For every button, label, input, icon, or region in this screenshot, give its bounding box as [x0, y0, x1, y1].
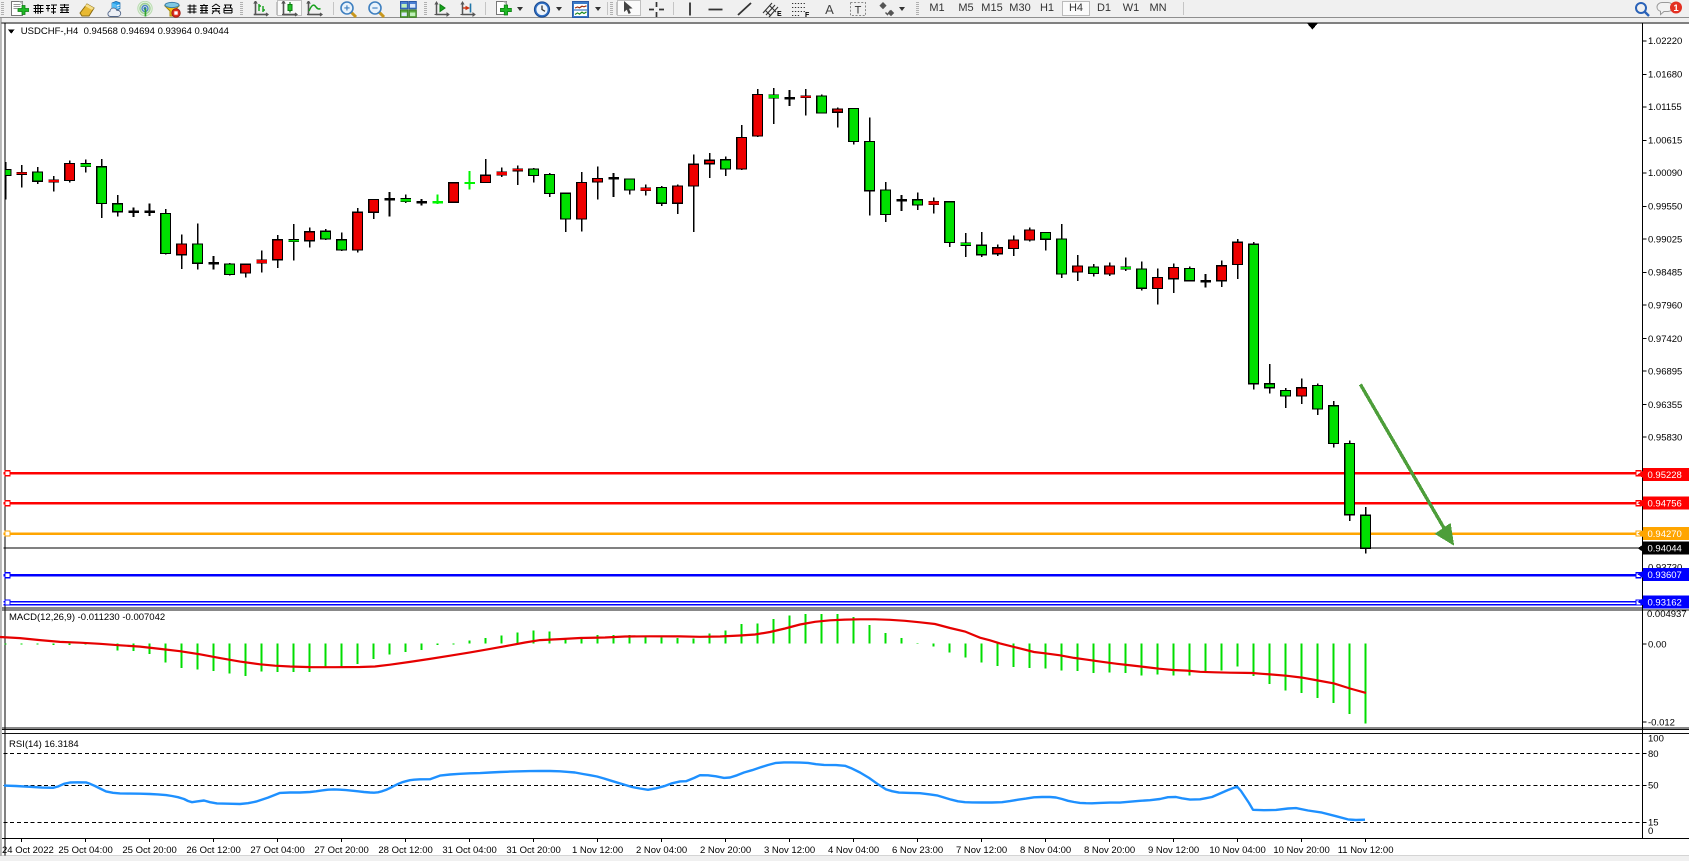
svg-text:T: T — [855, 5, 862, 17]
svg-text:1 Nov 12:00: 1 Nov 12:00 — [572, 845, 623, 856]
svg-text:25 Oct 04:00: 25 Oct 04:00 — [58, 845, 112, 856]
svg-text:0.004937: 0.004937 — [1647, 609, 1687, 620]
svg-text:MACD(12,26,9) -0.011230 -0.007: MACD(12,26,9) -0.011230 -0.007042 — [9, 612, 165, 623]
svg-text:27 Oct 04:00: 27 Oct 04:00 — [250, 845, 304, 856]
svg-text:0.97420: 0.97420 — [1648, 334, 1682, 345]
svg-text:USDCHF-,H4 0.94568 0.94694 0.: USDCHF-,H4 0.94568 0.94694 0.93964 0.940… — [21, 26, 229, 37]
svg-text:1.00615: 1.00615 — [1648, 136, 1682, 147]
svg-text:0.94756: 0.94756 — [1648, 499, 1682, 510]
svg-text:11 Nov 12:00: 11 Nov 12:00 — [1338, 845, 1394, 856]
svg-text:25 Oct 20:00: 25 Oct 20:00 — [122, 845, 176, 856]
svg-text:8 Nov 04:00: 8 Nov 04:00 — [1020, 845, 1071, 856]
svg-text:0.94044: 0.94044 — [1648, 544, 1682, 555]
svg-text:15: 15 — [1648, 818, 1659, 829]
svg-text:8 Nov 20:00: 8 Nov 20:00 — [1084, 845, 1135, 856]
svg-text:27 Oct 20:00: 27 Oct 20:00 — [314, 845, 368, 856]
svg-text:+: + — [344, 3, 350, 15]
svg-text:-0.012: -0.012 — [1648, 718, 1675, 729]
svg-text:E: E — [777, 11, 782, 18]
svg-text:RSI(14) 16.3184: RSI(14) 16.3184 — [9, 739, 79, 750]
svg-text:31 Oct 04:00: 31 Oct 04:00 — [442, 845, 496, 856]
svg-text:0.99025: 0.99025 — [1648, 234, 1682, 245]
svg-text:F: F — [805, 12, 810, 18]
svg-text:26 Oct 12:00: 26 Oct 12:00 — [186, 845, 240, 856]
svg-text:2 Nov 20:00: 2 Nov 20:00 — [700, 845, 751, 856]
svg-text:0.93162: 0.93162 — [1648, 597, 1682, 608]
svg-text:0: 0 — [1648, 826, 1653, 837]
svg-text:1.01155: 1.01155 — [1648, 102, 1682, 113]
svg-text:0.93607: 0.93607 — [1648, 570, 1682, 581]
svg-text:0.95228: 0.95228 — [1648, 470, 1682, 481]
svg-text:0.00: 0.00 — [1648, 640, 1667, 651]
svg-text:0.94270: 0.94270 — [1648, 529, 1682, 540]
svg-text:1.00090: 1.00090 — [1648, 168, 1682, 179]
svg-text:3 Nov 12:00: 3 Nov 12:00 — [764, 845, 815, 856]
svg-text:80: 80 — [1648, 749, 1659, 760]
svg-text:0.95830: 0.95830 — [1648, 432, 1682, 443]
svg-text:4 Nov 04:00: 4 Nov 04:00 — [828, 845, 879, 856]
svg-text:1.02220: 1.02220 — [1648, 36, 1682, 47]
svg-text:31 Oct 20:00: 31 Oct 20:00 — [506, 845, 560, 856]
svg-text:2 Nov 04:00: 2 Nov 04:00 — [636, 845, 687, 856]
svg-text:−: − — [372, 3, 378, 15]
svg-text:10 Nov 04:00: 10 Nov 04:00 — [1209, 845, 1266, 856]
svg-text:6 Nov 23:00: 6 Nov 23:00 — [892, 845, 943, 856]
svg-text:0.99550: 0.99550 — [1648, 202, 1682, 213]
svg-text:0.97960: 0.97960 — [1648, 300, 1682, 311]
svg-text:7 Nov 12:00: 7 Nov 12:00 — [956, 845, 1007, 856]
svg-text:100: 100 — [1648, 733, 1664, 744]
svg-text:0.96355: 0.96355 — [1648, 400, 1682, 411]
svg-text:1.01680: 1.01680 — [1648, 70, 1682, 81]
svg-text:0.96895: 0.96895 — [1648, 366, 1682, 377]
svg-text:9 Nov 12:00: 9 Nov 12:00 — [1148, 845, 1199, 856]
svg-text:28 Oct 12:00: 28 Oct 12:00 — [378, 845, 432, 856]
svg-text:50: 50 — [1648, 781, 1659, 792]
svg-text:1: 1 — [1673, 3, 1679, 14]
svg-text:0.98485: 0.98485 — [1648, 268, 1682, 279]
svg-text:24 Oct 2022: 24 Oct 2022 — [2, 845, 54, 856]
svg-text:A: A — [825, 2, 834, 17]
svg-text:10 Nov 20:00: 10 Nov 20:00 — [1273, 845, 1330, 856]
